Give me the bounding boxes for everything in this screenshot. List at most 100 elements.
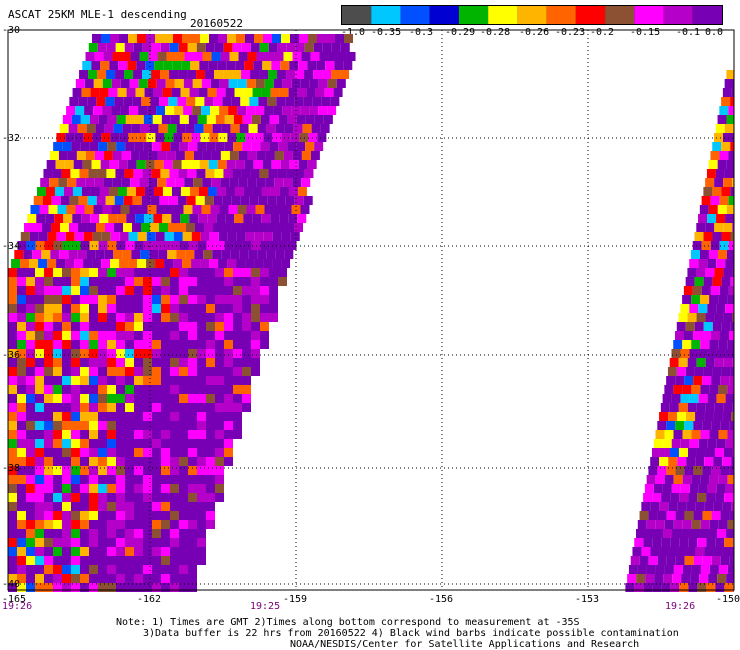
swath-cell <box>707 439 717 448</box>
swath-cell <box>35 502 44 511</box>
swath-cell <box>125 277 134 286</box>
swath-cell <box>138 79 148 88</box>
swath-cell <box>226 61 236 70</box>
swath-cell <box>8 358 17 367</box>
swath-cell <box>241 70 251 79</box>
swath-cell <box>53 430 62 439</box>
swath-cell <box>107 583 116 592</box>
swath-cell <box>238 151 248 160</box>
swath-cell <box>44 493 53 502</box>
swath-cell <box>8 385 17 394</box>
swath-cell <box>80 421 89 430</box>
swath-cell <box>215 412 224 421</box>
swath-cell <box>235 61 245 70</box>
swath-cell <box>71 340 80 349</box>
swath-cell <box>698 214 708 223</box>
swath-cell <box>71 376 80 385</box>
swath-cell <box>188 385 197 394</box>
swath-cell <box>148 52 158 61</box>
swath-cell <box>197 358 206 367</box>
swath-cell <box>228 106 238 115</box>
swath-cell <box>173 259 183 268</box>
swath-cell <box>695 457 705 466</box>
swath-cell <box>224 340 233 349</box>
swath-cell <box>170 529 179 538</box>
swath-cell <box>134 376 143 385</box>
swath-cell <box>242 304 251 313</box>
swath-cell <box>71 142 81 151</box>
swath-cell <box>125 142 135 151</box>
swath-cell <box>634 538 644 547</box>
swath-cell <box>277 70 287 79</box>
swath-cell <box>670 583 680 592</box>
swath-cell <box>253 160 263 169</box>
swath-cell <box>116 565 125 574</box>
swath-cell <box>698 304 708 313</box>
swath-cell <box>44 421 53 430</box>
swath-cell <box>691 520 701 529</box>
lon-label: -162 <box>137 594 162 605</box>
swath-cell <box>89 421 98 430</box>
swath-cell <box>62 304 71 313</box>
swath-cell <box>91 160 101 169</box>
swath-cell <box>89 466 98 475</box>
swath-cell <box>89 286 98 295</box>
lat-label: -38 <box>2 463 21 474</box>
swath-cell <box>53 349 62 358</box>
swath-cell <box>35 430 44 439</box>
swath-cell <box>233 340 242 349</box>
swath-cell <box>44 286 53 295</box>
swath-cell <box>161 565 170 574</box>
swath-cell <box>134 412 143 421</box>
swath-cell <box>197 385 206 394</box>
swath-cell <box>206 376 215 385</box>
swath-cell <box>161 475 170 484</box>
swath-cell <box>102 79 112 88</box>
swath-cell <box>143 367 152 376</box>
swath-cell <box>261 88 271 97</box>
swath-cell <box>668 412 678 421</box>
swath-cell <box>98 286 107 295</box>
swath-cell <box>696 268 706 277</box>
swath-cell <box>38 259 48 268</box>
swath-cell <box>119 259 129 268</box>
swath-cell <box>90 187 100 196</box>
swath-cell <box>188 556 197 565</box>
swath-cell <box>251 349 260 358</box>
swath-cell <box>134 448 143 457</box>
swath-cell <box>161 529 170 538</box>
swath-cell <box>17 547 26 556</box>
swath-cell <box>689 259 699 268</box>
swath-cell <box>44 484 53 493</box>
swath-cell <box>161 466 170 475</box>
swath-cell <box>311 124 321 133</box>
swath-cell <box>44 457 53 466</box>
swath-cell <box>212 124 222 133</box>
swath-cell <box>215 322 224 331</box>
swath-cell <box>26 457 35 466</box>
swath-cell <box>106 43 116 52</box>
swath-cell <box>704 502 714 511</box>
swath-cell <box>184 52 194 61</box>
swath-cell <box>301 178 311 187</box>
swath-cell <box>174 205 184 214</box>
swath-cell <box>17 493 26 502</box>
swath-cell <box>242 340 251 349</box>
swath-cell <box>107 367 116 376</box>
swath-cell <box>197 142 207 151</box>
swath-cell <box>229 151 239 160</box>
swath-cell <box>197 322 206 331</box>
swath-cell <box>132 223 142 232</box>
swath-cell <box>317 34 326 43</box>
swath-cell <box>161 268 170 277</box>
swath-cell <box>224 277 233 286</box>
swath-cell <box>694 367 704 376</box>
swath-cell <box>216 88 226 97</box>
swath-cell <box>197 547 206 556</box>
swath-cell <box>152 520 161 529</box>
swath-cell <box>134 403 143 412</box>
swath-cell <box>730 187 734 196</box>
swath-cell <box>720 421 730 430</box>
swath-cell <box>89 367 98 376</box>
swath-cell <box>116 367 125 376</box>
